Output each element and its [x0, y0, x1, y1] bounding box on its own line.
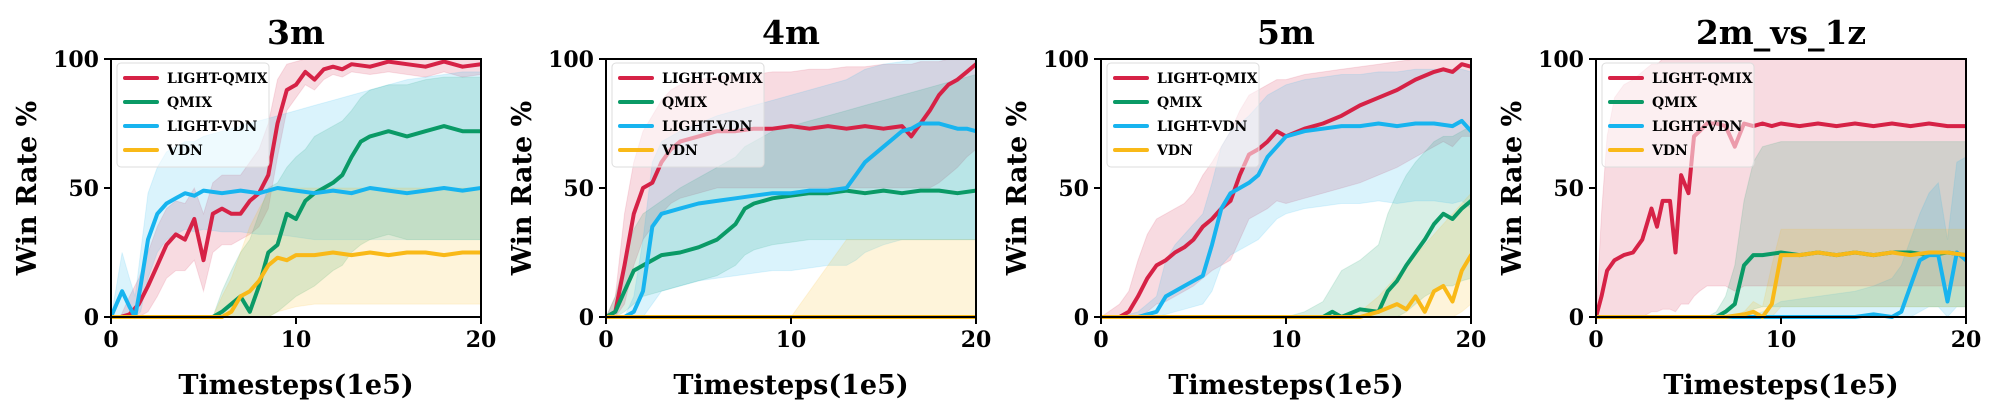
- legend: LIGHT-QMIX QMIX LIGHT-VDN VDN: [1106, 62, 1260, 168]
- x-tick-label: 20: [961, 327, 992, 353]
- x-tick-label: 0: [103, 327, 118, 353]
- y-tick-label: 100: [1538, 47, 1584, 73]
- y-axis-label: Win Rate %: [1497, 101, 1528, 276]
- series-line-qmix: [606, 188, 976, 319]
- x-tick-label: 10: [281, 327, 312, 353]
- legend-box: [1106, 62, 1260, 168]
- legend-label-light-qmix: LIGHT-QMIX: [167, 71, 268, 87]
- y-tick-label: 0: [1074, 305, 1089, 331]
- y-tick-label: 50: [1553, 176, 1584, 202]
- x-axis-label: Timesteps(1e5): [178, 370, 413, 401]
- legend-box: [611, 62, 765, 168]
- y-tick-label: 0: [84, 305, 99, 331]
- chart-title: 3m: [267, 13, 325, 52]
- y-tick-label: 0: [1569, 305, 1584, 331]
- chart-panel-3m: 0 10 20 0 50 100 3m Timesteps(1e5) Win Rate % LIG…: [12, 13, 496, 401]
- legend: LIGHT-QMIX QMIX LIGHT-VDN VDN: [116, 62, 270, 168]
- x-tick-label: 20: [466, 327, 497, 353]
- y-tick-label: 50: [1058, 176, 1089, 202]
- y-axis-label: Win Rate %: [12, 101, 43, 276]
- legend-label-light-qmix: LIGHT-QMIX: [1157, 71, 1258, 87]
- chart-title: 4m: [762, 13, 820, 52]
- y-axis-label: Win Rate %: [507, 101, 538, 276]
- legend-label-qmix: QMIX: [167, 95, 212, 111]
- y-tick-label: 100: [1043, 47, 1089, 73]
- legend-label-vdn: VDN: [1651, 143, 1688, 159]
- series-line-light-qmix: [606, 62, 976, 319]
- legend-label-light-vdn: LIGHT-VDN: [167, 119, 257, 135]
- x-axis-label: Timesteps(1e5): [1168, 370, 1403, 401]
- x-tick-label: 20: [1456, 327, 1487, 353]
- legend-box: [116, 62, 270, 168]
- legend-label-qmix: QMIX: [1652, 95, 1697, 111]
- legend: LIGHT-QMIX QMIX LIGHT-VDN VDN: [1601, 62, 1755, 168]
- legend-label-light-vdn: LIGHT-VDN: [1652, 119, 1742, 135]
- legend-label-vdn: VDN: [661, 143, 698, 159]
- y-tick-label: 100: [53, 47, 99, 73]
- legend-label-vdn: VDN: [166, 143, 203, 159]
- x-tick-label: 0: [598, 327, 613, 353]
- y-tick-label: 100: [548, 47, 594, 73]
- x-axis-label: Timesteps(1e5): [673, 370, 908, 401]
- x-tick-label: 10: [776, 327, 807, 353]
- x-tick-label: 0: [1588, 327, 1603, 353]
- x-tick-label: 10: [1766, 327, 1797, 353]
- chart-panel-4m: 0 10 20 0 50 100 4m Timesteps(1e5) Win Rate % LIG…: [507, 13, 991, 401]
- x-axis-label: Timesteps(1e5): [1663, 370, 1898, 401]
- legend-label-light-qmix: LIGHT-QMIX: [662, 71, 763, 87]
- y-tick-label: 0: [579, 305, 594, 331]
- chart-panel-5m: 0 10 20 0 50 100 5m Timesteps(1e5) Win Rate % LIG…: [1002, 13, 1486, 401]
- series-line-light-vdn: [111, 186, 481, 319]
- legend-label-light-qmix: LIGHT-QMIX: [1652, 71, 1753, 87]
- legend-label-light-vdn: LIGHT-VDN: [662, 119, 752, 135]
- x-tick-label: 10: [1271, 327, 1302, 353]
- legend-box: [1601, 62, 1755, 168]
- legend: LIGHT-QMIX QMIX LIGHT-VDN VDN: [611, 62, 765, 168]
- legend-label-vdn: VDN: [1156, 143, 1193, 159]
- y-tick-label: 50: [563, 176, 594, 202]
- legend-label-light-vdn: LIGHT-VDN: [1157, 119, 1247, 135]
- chart-title: 2m_vs_1z: [1696, 13, 1866, 52]
- chart-panel-2m-vs-1z: 0 10 20 0 50 100 2m_vs_1z Timesteps(1e5) Win Rat…: [1497, 13, 1981, 401]
- x-tick-label: 20: [1951, 327, 1982, 353]
- legend-label-qmix: QMIX: [1157, 95, 1202, 111]
- y-tick-label: 50: [68, 176, 99, 202]
- y-axis-label: Win Rate %: [1002, 101, 1033, 276]
- chart-title: 5m: [1257, 13, 1315, 52]
- x-tick-label: 0: [1093, 327, 1108, 353]
- series-line-light-vdn: [1101, 118, 1471, 319]
- legend-label-qmix: QMIX: [662, 95, 707, 111]
- series-line-light-qmix: [111, 59, 481, 319]
- series-line-light-vdn: [606, 121, 976, 319]
